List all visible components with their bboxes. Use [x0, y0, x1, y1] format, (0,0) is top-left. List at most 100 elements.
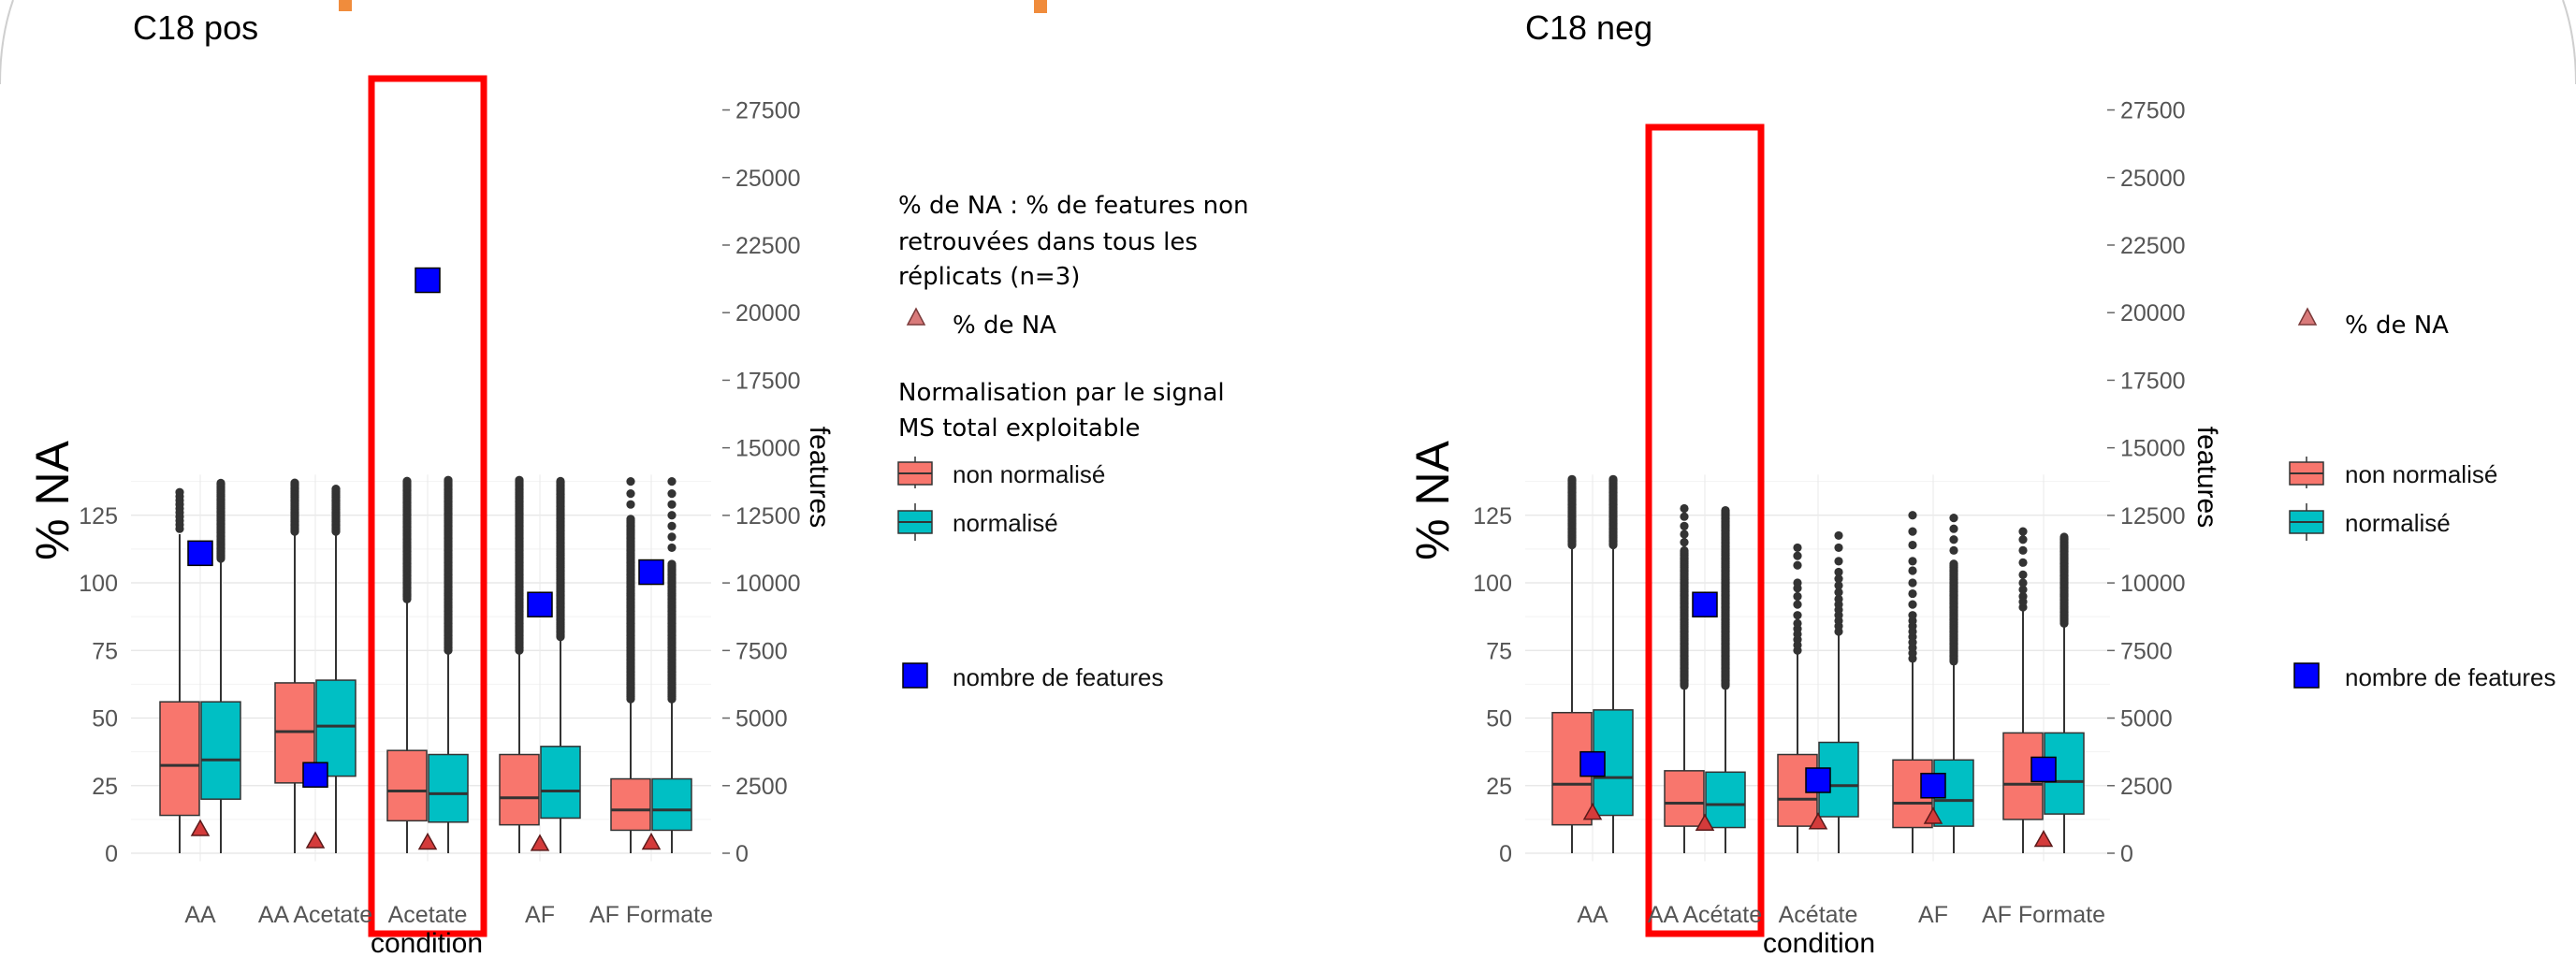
y2-tick-label: 7500	[735, 638, 788, 664]
y-axis-ticks: 0 25 50 75 100 125	[1473, 503, 1512, 867]
x-tick-label: AA Acétate	[1648, 902, 1762, 928]
outlier-point	[1793, 578, 1802, 588]
x-tick-label: AF Formate	[589, 902, 713, 928]
outlier-point	[1834, 588, 1843, 597]
outlier-point	[667, 543, 677, 553]
outlier-point	[667, 532, 677, 542]
y2-tick-label: 27500	[735, 98, 801, 124]
outlier-point	[444, 475, 453, 485]
outlier-point	[1908, 540, 1917, 550]
y-tick-label: 25	[1486, 774, 1512, 800]
y2-tick-label: 2500	[2120, 774, 2173, 800]
pct-na-marker	[190, 819, 211, 836]
y2-tick-label: 20000	[2120, 300, 2186, 327]
y2-tick-label: 5000	[2120, 706, 2173, 733]
y2-tick-label: 27500	[2120, 98, 2186, 124]
outlier-point	[1834, 557, 1843, 566]
outlier-point	[667, 500, 677, 509]
outlier-point	[1908, 578, 1917, 588]
x-axis-ticks: AA AA Acétate Acétate AF AF Formate	[1577, 902, 2105, 928]
outlier-point	[667, 521, 677, 530]
y-tick-label: 75	[92, 638, 118, 664]
outlier-point	[2018, 578, 2028, 588]
outlier-point	[1908, 600, 1917, 609]
outlier-point	[1680, 521, 1689, 530]
outlier-point	[2018, 545, 2028, 555]
y-tick-label: 75	[1486, 638, 1512, 664]
y-axis-ticks: 0 25 50 75 100 125	[79, 503, 118, 867]
legend-count-label: nombre de features	[953, 663, 1163, 691]
outlier-point	[1949, 535, 1958, 544]
outlier-point	[1949, 514, 1958, 523]
box	[159, 701, 200, 817]
legend-norm-title-line-2: MS total exploitable	[898, 414, 1141, 443]
y-tick-label: 125	[1473, 503, 1512, 530]
box	[540, 746, 581, 820]
pct-na-marker	[641, 832, 662, 850]
chart-c18-pos: C18 pos 0 25 50 75 100 125 0 2500 5000 7500 10000…	[26, 8, 835, 958]
outlier-point	[1834, 574, 1843, 584]
y2-tick-label: 5000	[735, 706, 788, 733]
outlier-point	[290, 478, 299, 487]
feature-count-marker	[638, 559, 664, 586]
y2-tick-label: 10000	[2120, 571, 2186, 597]
box	[1705, 771, 1746, 829]
y-axis-title: % NA	[1406, 440, 1459, 559]
legend-count-label: nombre de features	[2345, 663, 2555, 691]
accent-mark-right	[1034, 0, 1047, 13]
feature-count-marker	[187, 540, 213, 567]
y2-tick-label: 12500	[2120, 503, 2186, 530]
y-tick-label: 0	[1499, 841, 1512, 867]
outlier-point	[1834, 594, 1843, 603]
outlier-point	[1793, 560, 1802, 570]
y2-tick-label: 25000	[735, 166, 801, 192]
outlier-point	[2018, 570, 2028, 579]
outlier-point	[626, 477, 635, 486]
feature-count-marker	[2030, 756, 2057, 783]
outlier-point	[2018, 591, 2028, 602]
feature-count-marker	[527, 591, 553, 617]
y2-tick-label: 17500	[735, 368, 801, 394]
box	[200, 701, 241, 800]
outlier-point	[667, 511, 677, 520]
y2-tick-label: 2500	[735, 774, 788, 800]
legend-right: % de NA non normalisé normalisé nombre d…	[2289, 307, 2555, 691]
outlier-point	[2018, 535, 2028, 544]
outlier-point	[667, 489, 677, 499]
y-tick-label: 25	[92, 774, 118, 800]
outlier-point	[402, 476, 412, 486]
legend-norm-title-line-1: Normalisation par le signal	[898, 379, 1225, 407]
na-triangle-icon	[2297, 307, 2318, 326]
y2-tick-label: 7500	[2120, 638, 2173, 664]
outlier-point	[1793, 551, 1802, 560]
x-tick-label: Acétate	[1779, 902, 1858, 928]
pct-na-marker	[305, 831, 326, 849]
outlier-point	[1834, 567, 1843, 577]
box	[386, 749, 428, 822]
outlier-point	[1793, 600, 1802, 609]
outlier-point	[1721, 505, 1730, 515]
outlier-point	[331, 484, 341, 494]
outlier-point	[1680, 545, 1689, 556]
y2-tick-label: 15000	[735, 436, 801, 462]
box	[610, 777, 651, 832]
legend-na-label: % de NA	[2345, 312, 2449, 340]
highlight-box	[1645, 123, 1765, 937]
y2-tick-label: 12500	[735, 503, 801, 530]
outlier-point	[1908, 611, 1917, 620]
outlier-point	[2018, 527, 2028, 536]
outlier-point	[1680, 538, 1689, 547]
box	[315, 679, 357, 777]
outlier-point	[1949, 559, 1958, 569]
outlier-point	[1680, 512, 1689, 521]
x-tick-label: AF	[525, 902, 555, 928]
y2-axis-ticks: 0 2500 5000 7500 10000 12500 15000 17500 20000 22…	[2107, 98, 2186, 867]
outlier-point	[626, 500, 635, 509]
feature-count-square-icon	[2293, 662, 2320, 689]
outlier-point	[2059, 532, 2069, 542]
highlight-box	[368, 75, 488, 937]
y-axis-title: % NA	[26, 440, 79, 559]
outlier-point	[1608, 474, 1618, 484]
outlier-point	[1793, 611, 1802, 620]
pct-na-marker	[417, 832, 438, 850]
